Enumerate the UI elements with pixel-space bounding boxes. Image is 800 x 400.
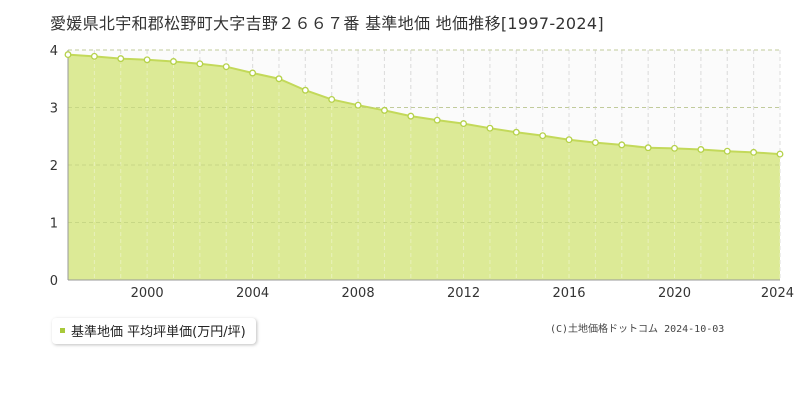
data-point <box>222 63 230 71</box>
data-point <box>565 136 573 144</box>
data-point <box>117 55 125 63</box>
legend: 基準地価 平均坪単価(万円/坪) <box>52 318 256 344</box>
data-point <box>275 75 283 83</box>
data-point <box>750 148 758 156</box>
land-price-chart: 0 1 2 3 4 2000 2004 2008 2012 2016 2020 2024 <box>50 44 794 300</box>
legend-marker <box>60 328 65 333</box>
data-point <box>354 101 362 109</box>
data-point <box>618 141 626 149</box>
x-tick-label: 2000 <box>131 286 164 300</box>
data-point <box>64 51 72 59</box>
series-area <box>68 54 780 280</box>
data-point <box>671 144 678 152</box>
data-point <box>512 128 520 136</box>
copyright-text: (C)土地価格ドットコム 2024-10-03 <box>550 324 725 335</box>
y-tick-label: 3 <box>50 102 58 117</box>
chart-title: 愛媛県北宇和郡松野町大字吉野２６６７番 基準地価 地価推移[1997-2024] <box>50 14 604 33</box>
data-point <box>407 112 415 120</box>
data-point <box>301 86 309 94</box>
series-line <box>67 53 781 156</box>
y-tick-label: 2 <box>50 159 58 174</box>
data-point <box>249 69 257 77</box>
data-point <box>170 58 177 65</box>
y-tick-label: 1 <box>50 217 58 232</box>
data-point <box>433 116 441 124</box>
x-tick-label: 2016 <box>552 286 585 300</box>
data-point <box>90 52 98 60</box>
data-point <box>196 60 204 68</box>
data-point <box>644 144 652 152</box>
data-point <box>539 132 547 140</box>
data-points <box>64 51 784 158</box>
data-point <box>591 139 599 147</box>
area-series <box>67 49 781 280</box>
x-tick-label: 2024 <box>761 286 794 300</box>
data-point <box>486 124 494 132</box>
data-point <box>380 106 388 114</box>
x-tick-label: 2008 <box>342 286 375 300</box>
x-tick-label: 2004 <box>236 286 269 300</box>
y-tick-label: 0 <box>50 274 58 289</box>
data-point <box>143 56 151 64</box>
x-tick-label: 2020 <box>658 286 691 300</box>
data-point <box>776 150 784 158</box>
x-tick-label: 2012 <box>447 286 480 300</box>
y-tick-label: 4 <box>50 44 58 59</box>
data-point <box>723 147 731 155</box>
tick-labels: 0 1 2 3 4 2000 2004 2008 2012 2016 2020 2024 <box>50 44 794 300</box>
legend-label: 基準地価 平均坪単価(万円/坪) <box>71 325 246 340</box>
data-point <box>697 146 705 153</box>
data-point <box>328 95 336 103</box>
axes <box>67 50 780 281</box>
data-point <box>460 120 468 128</box>
